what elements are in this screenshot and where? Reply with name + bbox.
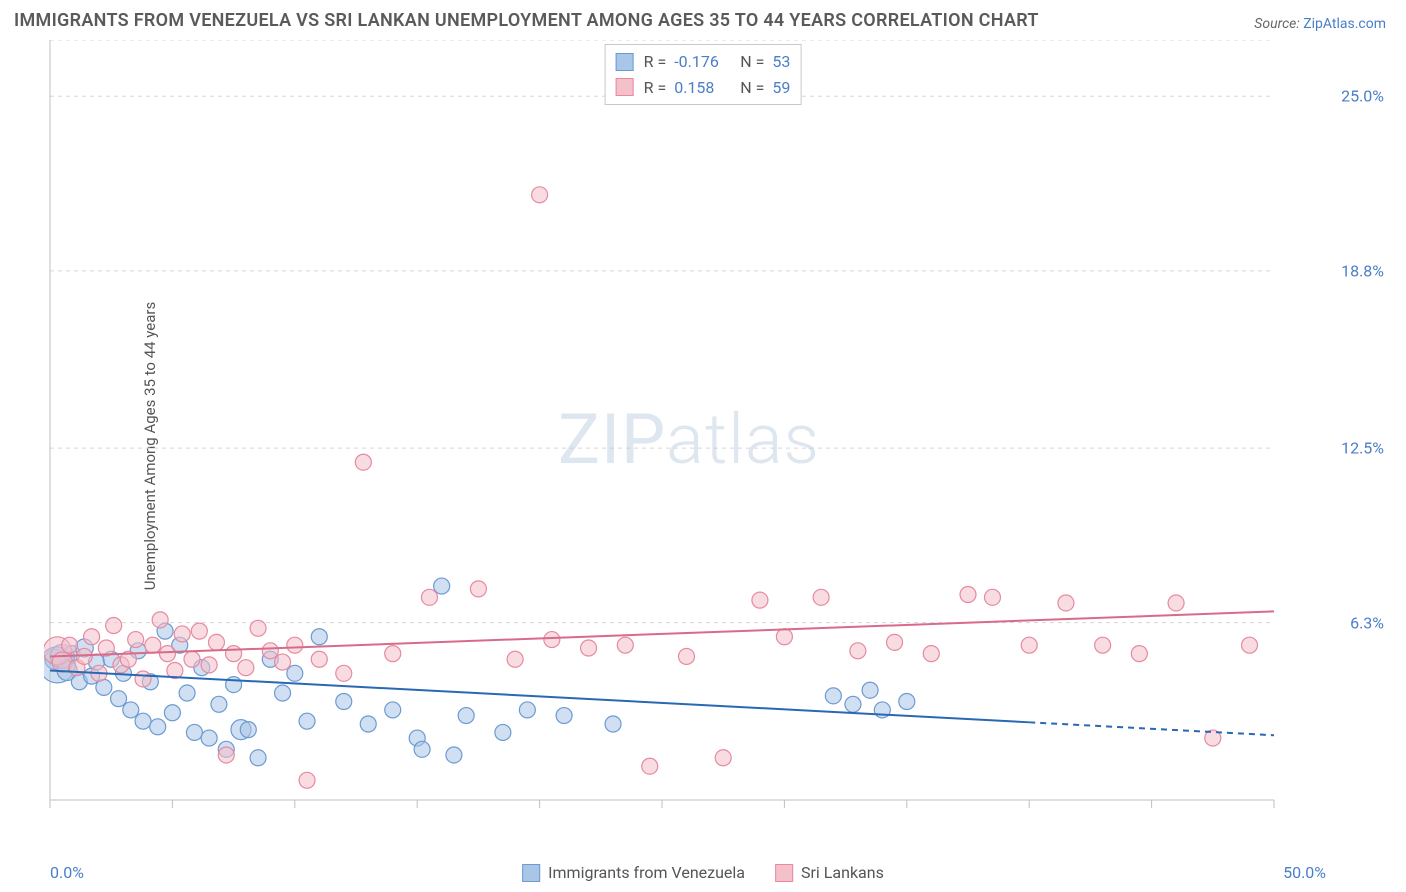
legend-r-value: 0.158 (674, 75, 730, 101)
scatter-plot-svg (44, 40, 1334, 840)
source-link[interactable]: ZipAtlas.com (1303, 16, 1386, 32)
y-tick-label: 6.3% (1350, 613, 1384, 632)
legend-n-value: 53 (772, 49, 790, 75)
legend-item: Sri Lankans (775, 863, 884, 882)
legend-r-label: R = (644, 75, 667, 101)
stats-legend: R = -0.176 N = 53 R = 0.158 N = 59 (605, 44, 802, 105)
legend-series-label: Immigrants from Venezuela (548, 863, 745, 882)
legend-n-label: N = (740, 75, 764, 101)
source-label: Source: (1254, 16, 1299, 32)
x-axis-origin-label: 0.0% (50, 863, 84, 882)
source-attribution: Source: ZipAtlas.com (1254, 16, 1386, 32)
legend-n-label: N = (740, 49, 764, 75)
legend-swatch (616, 53, 634, 71)
chart-title: IMMIGRANTS FROM VENEZUELA VS SRI LANKAN … (14, 10, 1039, 31)
x-axis-max-label: 50.0% (1283, 863, 1326, 882)
series-legend: Immigrants from Venezuela Sri Lankans (522, 863, 884, 882)
stats-legend-row: R = 0.158 N = 59 (616, 75, 791, 101)
legend-swatch (522, 864, 540, 882)
legend-series-label: Sri Lankans (801, 863, 884, 882)
plot-area: ZIPatlas (44, 40, 1334, 840)
legend-r-label: R = (644, 49, 667, 75)
stats-legend-row: R = -0.176 N = 53 (616, 49, 791, 75)
legend-r-value: -0.176 (674, 49, 730, 75)
y-tick-label: 25.0% (1341, 87, 1384, 106)
legend-swatch (616, 78, 634, 96)
legend-swatch (775, 864, 793, 882)
y-tick-label: 12.5% (1341, 439, 1384, 458)
legend-n-value: 59 (772, 75, 790, 101)
legend-item: Immigrants from Venezuela (522, 863, 745, 882)
y-tick-label: 18.8% (1341, 261, 1384, 280)
